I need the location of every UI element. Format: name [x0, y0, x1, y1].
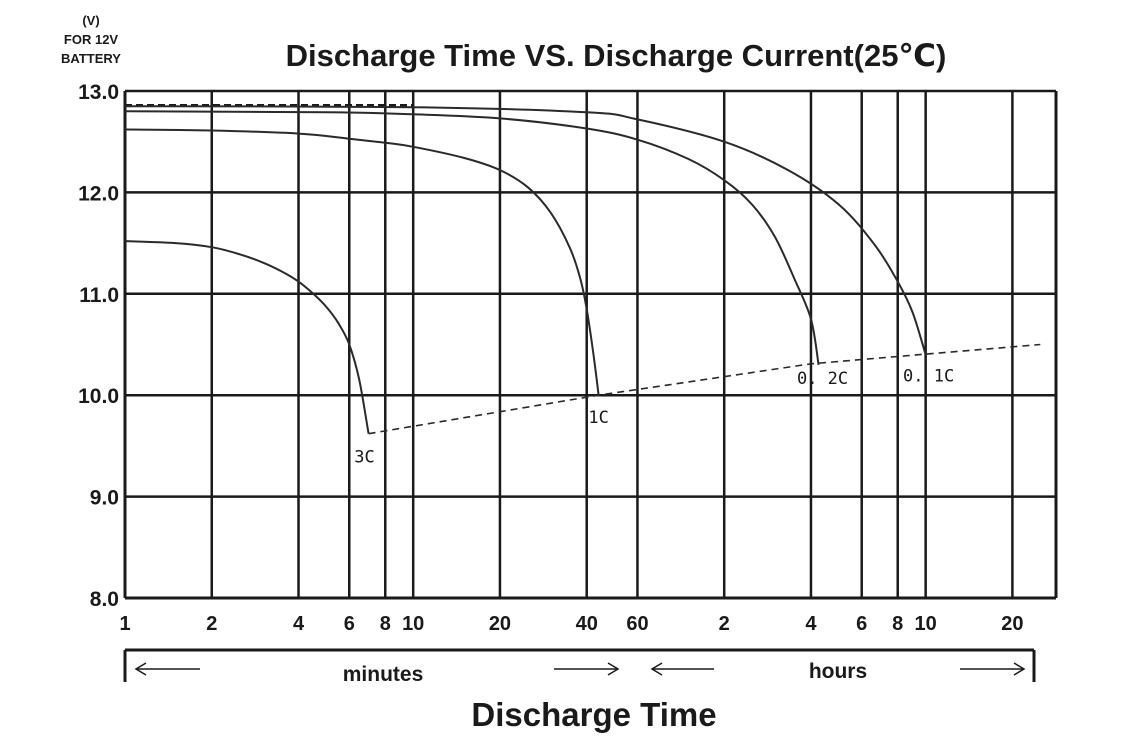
discharge-curve-1 [124, 240, 370, 434]
time-range-bracket [123, 648, 1036, 682]
y-unit-line-2: FOR 12V [64, 32, 119, 47]
y-tick-label: 8.0 [90, 588, 119, 611]
x-tick-label: 10 [402, 613, 424, 635]
y-tick-label: 9.0 [90, 487, 119, 510]
curve-label: 1C [588, 408, 608, 428]
x-tick-label: 2 [719, 613, 730, 635]
y-tick-label: 10.0 [78, 385, 119, 408]
discharge-curve-3 [124, 110, 820, 365]
hours-range-label: hours [809, 660, 867, 683]
minutes-range-label: minutes [343, 663, 424, 686]
y-unit-line-1: (V) [82, 13, 99, 28]
x-axis-title: Discharge Time [471, 696, 716, 733]
y-tick-label: 11.0 [79, 284, 119, 307]
labels: 13.012.011.010.09.08.01 2 4 6 8 10 20 40 60 2 4 6 8 1… [78, 81, 1023, 635]
chart-title: Discharge Time VS. Discharge Current(25℃… [286, 38, 947, 73]
x-tick-label: 4 [805, 613, 817, 635]
discharge-curve-4 [124, 105, 927, 355]
cutoff-voltage-line [368, 343, 1041, 435]
x-tick-label: 20 [1001, 613, 1023, 635]
discharge-curve-2 [124, 128, 600, 396]
x-tick-label: 20 [489, 613, 511, 635]
y-tick-label: 13.0 [78, 81, 119, 104]
x-tick-label: 60 [626, 613, 648, 635]
x-tick-label: 1 [119, 613, 130, 635]
curve-label: 0. 2C [797, 369, 848, 389]
curves [124, 103, 1041, 435]
curve-label: 0. 1C [903, 367, 954, 387]
x-tick-label: 6 [344, 613, 355, 635]
y-unit-line-3: BATTERY [61, 51, 121, 66]
x-tick-label: 10 [915, 613, 937, 635]
curve-label: 3C [354, 448, 374, 468]
x-tick-label: 8 [380, 613, 391, 635]
hours-right-arrowhead-icon [1013, 662, 1026, 676]
x-tick-label: 40 [576, 613, 598, 635]
y-tick-label: 12.0 [78, 182, 119, 205]
minutes-right-arrowhead-icon [607, 662, 620, 676]
hours-left-arrowhead-icon [650, 662, 663, 676]
x-tick-label: 4 [293, 613, 305, 635]
x-tick-label: 2 [206, 613, 217, 635]
x-tick-label: 8 [892, 613, 903, 635]
minutes-left-arrowhead-icon [134, 662, 147, 676]
grid [123, 89, 1058, 600]
x-tick-label: 6 [856, 613, 867, 635]
